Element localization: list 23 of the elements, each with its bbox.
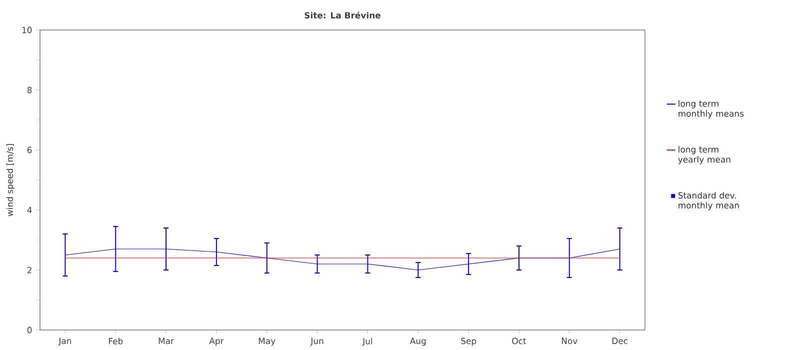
text: Standard dev. monthly mean — [678, 192, 739, 210]
x-tick-label: Mar — [158, 338, 174, 344]
y-tick-label: 2 — [27, 266, 32, 274]
legend-label: long term yearly mean — [678, 146, 730, 164]
y-tick-label: 8 — [27, 86, 32, 94]
x-tick-label: Apr — [209, 338, 224, 346]
x-tick-label: Nov — [562, 338, 578, 344]
y-axis-title: wind speed [m/s] — [6, 144, 15, 216]
y-tick-label: 4 — [27, 206, 32, 214]
x-tick-label: Oct — [512, 338, 526, 344]
x-tick-label: Jul — [362, 338, 372, 346]
y-tick-label: 6 — [27, 146, 32, 154]
x-tick-label: Jun — [310, 338, 324, 346]
x-tick-label: Aug — [410, 338, 426, 346]
x-tick-label: Jan — [58, 338, 72, 346]
x-tick-label: Dec — [612, 338, 628, 344]
x-tick-label: May — [258, 338, 276, 346]
legend-label: long term monthly means — [678, 100, 744, 118]
y-tick-label: 10 — [22, 26, 32, 34]
chart-title: Site: La Brévine — [304, 12, 380, 19]
y-tick-label: 0 — [27, 326, 32, 334]
x-tick-label: Sep — [461, 338, 476, 346]
x-tick-label: Feb — [108, 338, 123, 344]
